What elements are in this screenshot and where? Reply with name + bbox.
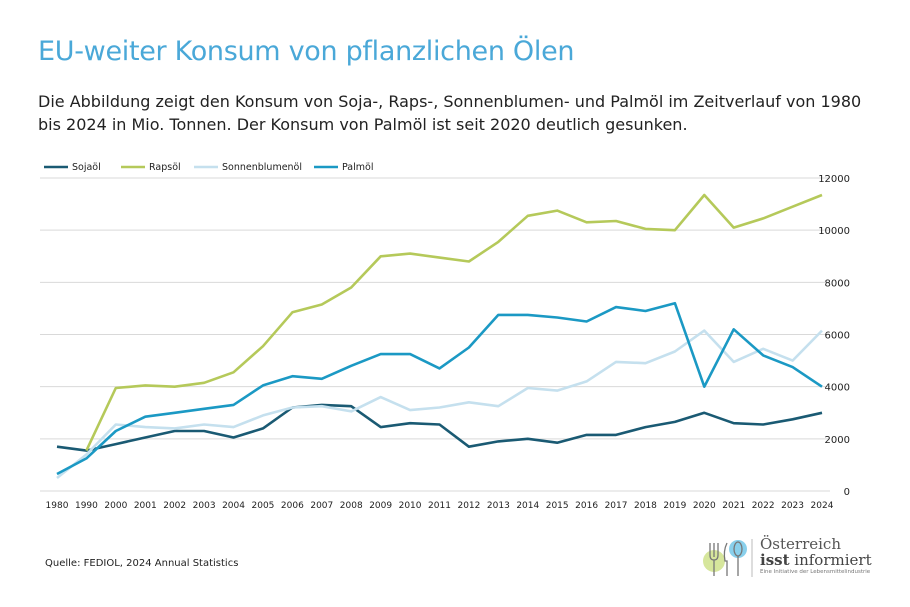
x-tick-label: 2017 <box>605 501 628 511</box>
legend-label: Sojaöl <box>72 162 101 173</box>
x-tick-label: 2010 <box>399 501 422 511</box>
legend-label: Palmöl <box>342 162 373 173</box>
y-tick-label: 4000 <box>825 383 850 394</box>
y-tick-label: 6000 <box>825 331 850 342</box>
legend-label: Sonnenblumenöl <box>222 162 302 173</box>
logo-line3: Eine Initiative der Lebensmittelindustri… <box>760 569 871 575</box>
series-line-Rapsöl <box>85 193 823 452</box>
x-tick-label: 2004 <box>222 501 245 511</box>
legend-label: Rapsöl <box>149 162 181 173</box>
logo-line2b: informiert <box>789 551 872 569</box>
series-line-Palmöl <box>56 301 823 476</box>
x-tick-label: 2022 <box>752 501 775 511</box>
x-tick-label: 2021 <box>722 501 745 511</box>
x-tick-label: 2003 <box>193 501 216 511</box>
y-tick-label: 8000 <box>825 278 850 289</box>
series-line-Sojaöl <box>56 403 823 452</box>
x-tick-label: 2019 <box>663 501 686 511</box>
x-tick-label: 1980 <box>46 501 69 511</box>
page-title: EU-weiter Konsum von pflanzlichen Ölen <box>38 36 575 67</box>
logo-line2a: isst <box>760 551 790 569</box>
x-tick-label: 2023 <box>781 501 804 511</box>
x-tick-label: 2007 <box>310 501 333 511</box>
y-tick-label: 2000 <box>825 435 850 446</box>
x-tick-label: 2018 <box>634 501 657 511</box>
series-line-Sonnenblumenöl <box>56 329 823 480</box>
x-tick-label: 2002 <box>163 501 186 511</box>
y-tick-label: 10000 <box>818 226 850 237</box>
x-tick-label: 2009 <box>369 501 392 511</box>
logo-line1: Österreich <box>760 535 841 553</box>
x-tick-label: 2015 <box>546 501 569 511</box>
x-tick-label: 2020 <box>693 501 716 511</box>
x-tick-label: 2013 <box>487 501 510 511</box>
logo-line2: isst informiert <box>760 551 872 569</box>
x-tick-label: 2008 <box>340 501 363 511</box>
subtitle: Die Abbildung zeigt den Konsum von Soja-… <box>38 92 862 134</box>
y-tick-label: 0 <box>844 487 850 498</box>
x-tick-label: 2011 <box>428 501 451 511</box>
x-tick-label: 2005 <box>252 501 275 511</box>
x-tick-label: 2000 <box>104 501 127 511</box>
logo: Österreich isst informiert Eine Initiati… <box>700 535 890 580</box>
source-note: Quelle: FEDIOL, 2024 Annual Statistics <box>45 558 239 569</box>
x-tick-label: 2024 <box>811 501 834 511</box>
x-tick-label: 2012 <box>457 501 480 511</box>
x-tick-label: 1990 <box>75 501 98 511</box>
x-tick-label: 2006 <box>281 501 304 511</box>
cutlery-icon <box>703 539 753 577</box>
x-tick-label: 2016 <box>575 501 598 511</box>
y-tick-label: 12000 <box>818 174 850 185</box>
x-tick-label: 2001 <box>134 501 157 511</box>
x-tick-label: 2014 <box>516 501 539 511</box>
